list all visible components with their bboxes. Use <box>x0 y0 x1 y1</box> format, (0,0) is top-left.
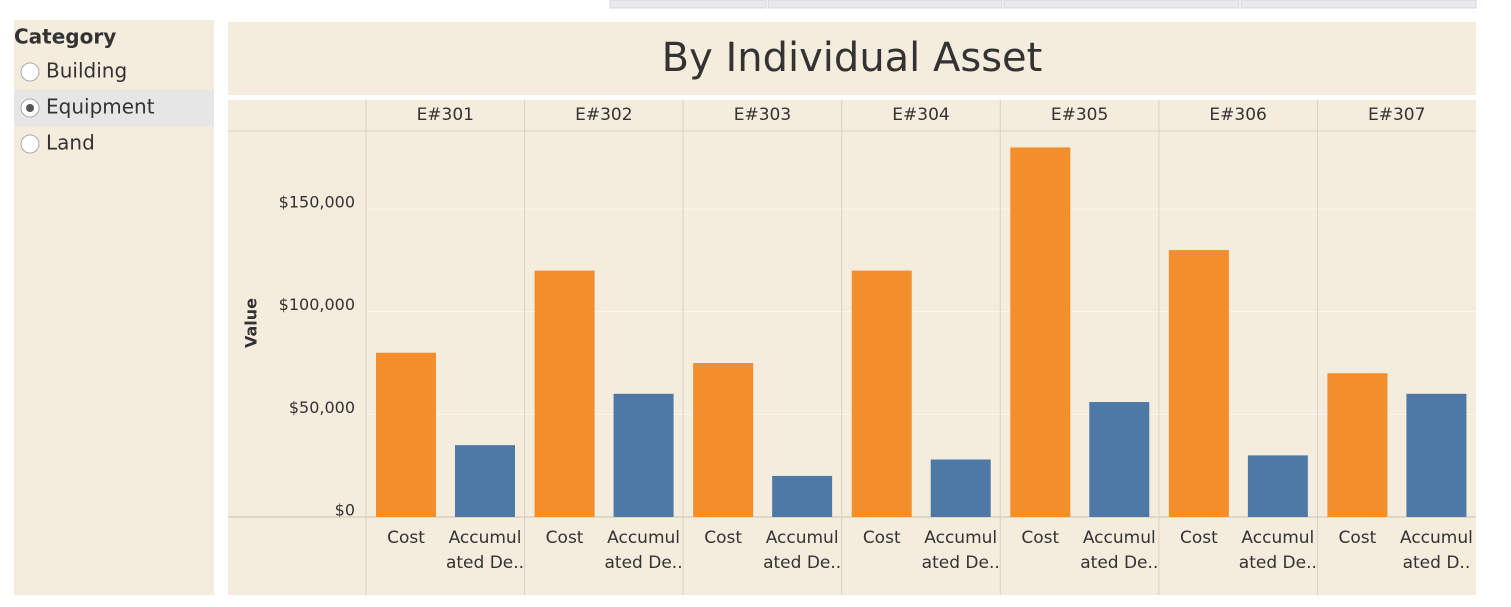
x-tick-label: ated D.. <box>1403 553 1471 573</box>
bar <box>851 270 912 517</box>
pane-header: E#305 <box>1051 105 1108 125</box>
bar <box>1327 373 1388 517</box>
x-tick-label: Accumul <box>607 528 680 548</box>
bar <box>1010 147 1071 517</box>
selected-row <box>14 90 214 126</box>
y-tick-label: $150,000 <box>279 193 355 212</box>
bar <box>534 270 595 517</box>
bar <box>1168 250 1229 517</box>
x-tick-label: Cost <box>863 528 901 548</box>
x-tick-label: Cost <box>1021 528 1059 548</box>
x-tick-label: ated De.. <box>1080 553 1158 573</box>
filter-option[interactable]: Building <box>46 59 127 83</box>
radio-button[interactable] <box>20 134 40 154</box>
bar <box>1089 402 1150 517</box>
y-axis-title: Value <box>242 298 261 348</box>
bar <box>613 393 674 517</box>
tab[interactable] <box>609 0 767 9</box>
x-tick-label: Cost <box>546 528 584 548</box>
y-tick-label: $50,000 <box>289 398 355 417</box>
pane-header: E#307 <box>1368 105 1425 125</box>
radio-button[interactable] <box>20 62 40 82</box>
pane-header: E#303 <box>734 105 791 125</box>
filter-option[interactable]: Land <box>46 131 95 155</box>
pane-header: E#304 <box>892 105 949 125</box>
tab[interactable] <box>1003 0 1240 9</box>
bar <box>455 445 515 517</box>
chart-title: By Individual Asset <box>662 35 1043 81</box>
filter-option[interactable]: Equipment <box>46 95 155 119</box>
x-tick-label: ated De.. <box>1239 553 1317 573</box>
x-tick-label: ated De.. <box>605 553 683 573</box>
x-tick-label: Accumul <box>1400 528 1473 548</box>
bar <box>1247 455 1308 517</box>
y-tick-label: $100,000 <box>279 295 355 314</box>
x-tick-label: Accumul <box>449 528 522 548</box>
title-box <box>228 22 1476 95</box>
x-tick-label: Accumul <box>1083 528 1156 548</box>
filter-title: Category <box>14 25 116 49</box>
x-tick-label: Accumul <box>1241 528 1314 548</box>
bar <box>1406 393 1467 517</box>
radio-dot <box>26 104 34 112</box>
x-tick-label: Cost <box>1180 528 1218 548</box>
x-tick-label: ated De.. <box>763 553 841 573</box>
pane-header: E#302 <box>575 105 632 125</box>
x-tick-label: ated De.. <box>922 553 1000 573</box>
x-tick-label: Accumul <box>924 528 997 548</box>
x-tick-label: ated De.. <box>446 553 524 573</box>
x-tick-label: Cost <box>1339 528 1377 548</box>
tab[interactable] <box>1240 0 1477 9</box>
top-tabs <box>609 0 1477 9</box>
y-tick-label: $0 <box>335 501 355 520</box>
tab[interactable] <box>767 0 1003 9</box>
bar <box>376 352 436 517</box>
pane-header: E#301 <box>417 105 474 125</box>
pane-header: E#306 <box>1209 105 1266 125</box>
bar <box>930 459 991 517</box>
bar <box>693 363 754 517</box>
x-tick-label: Cost <box>704 528 742 548</box>
bar <box>772 475 833 517</box>
x-tick-label: Accumul <box>766 528 839 548</box>
x-tick-label: Cost <box>387 528 425 548</box>
